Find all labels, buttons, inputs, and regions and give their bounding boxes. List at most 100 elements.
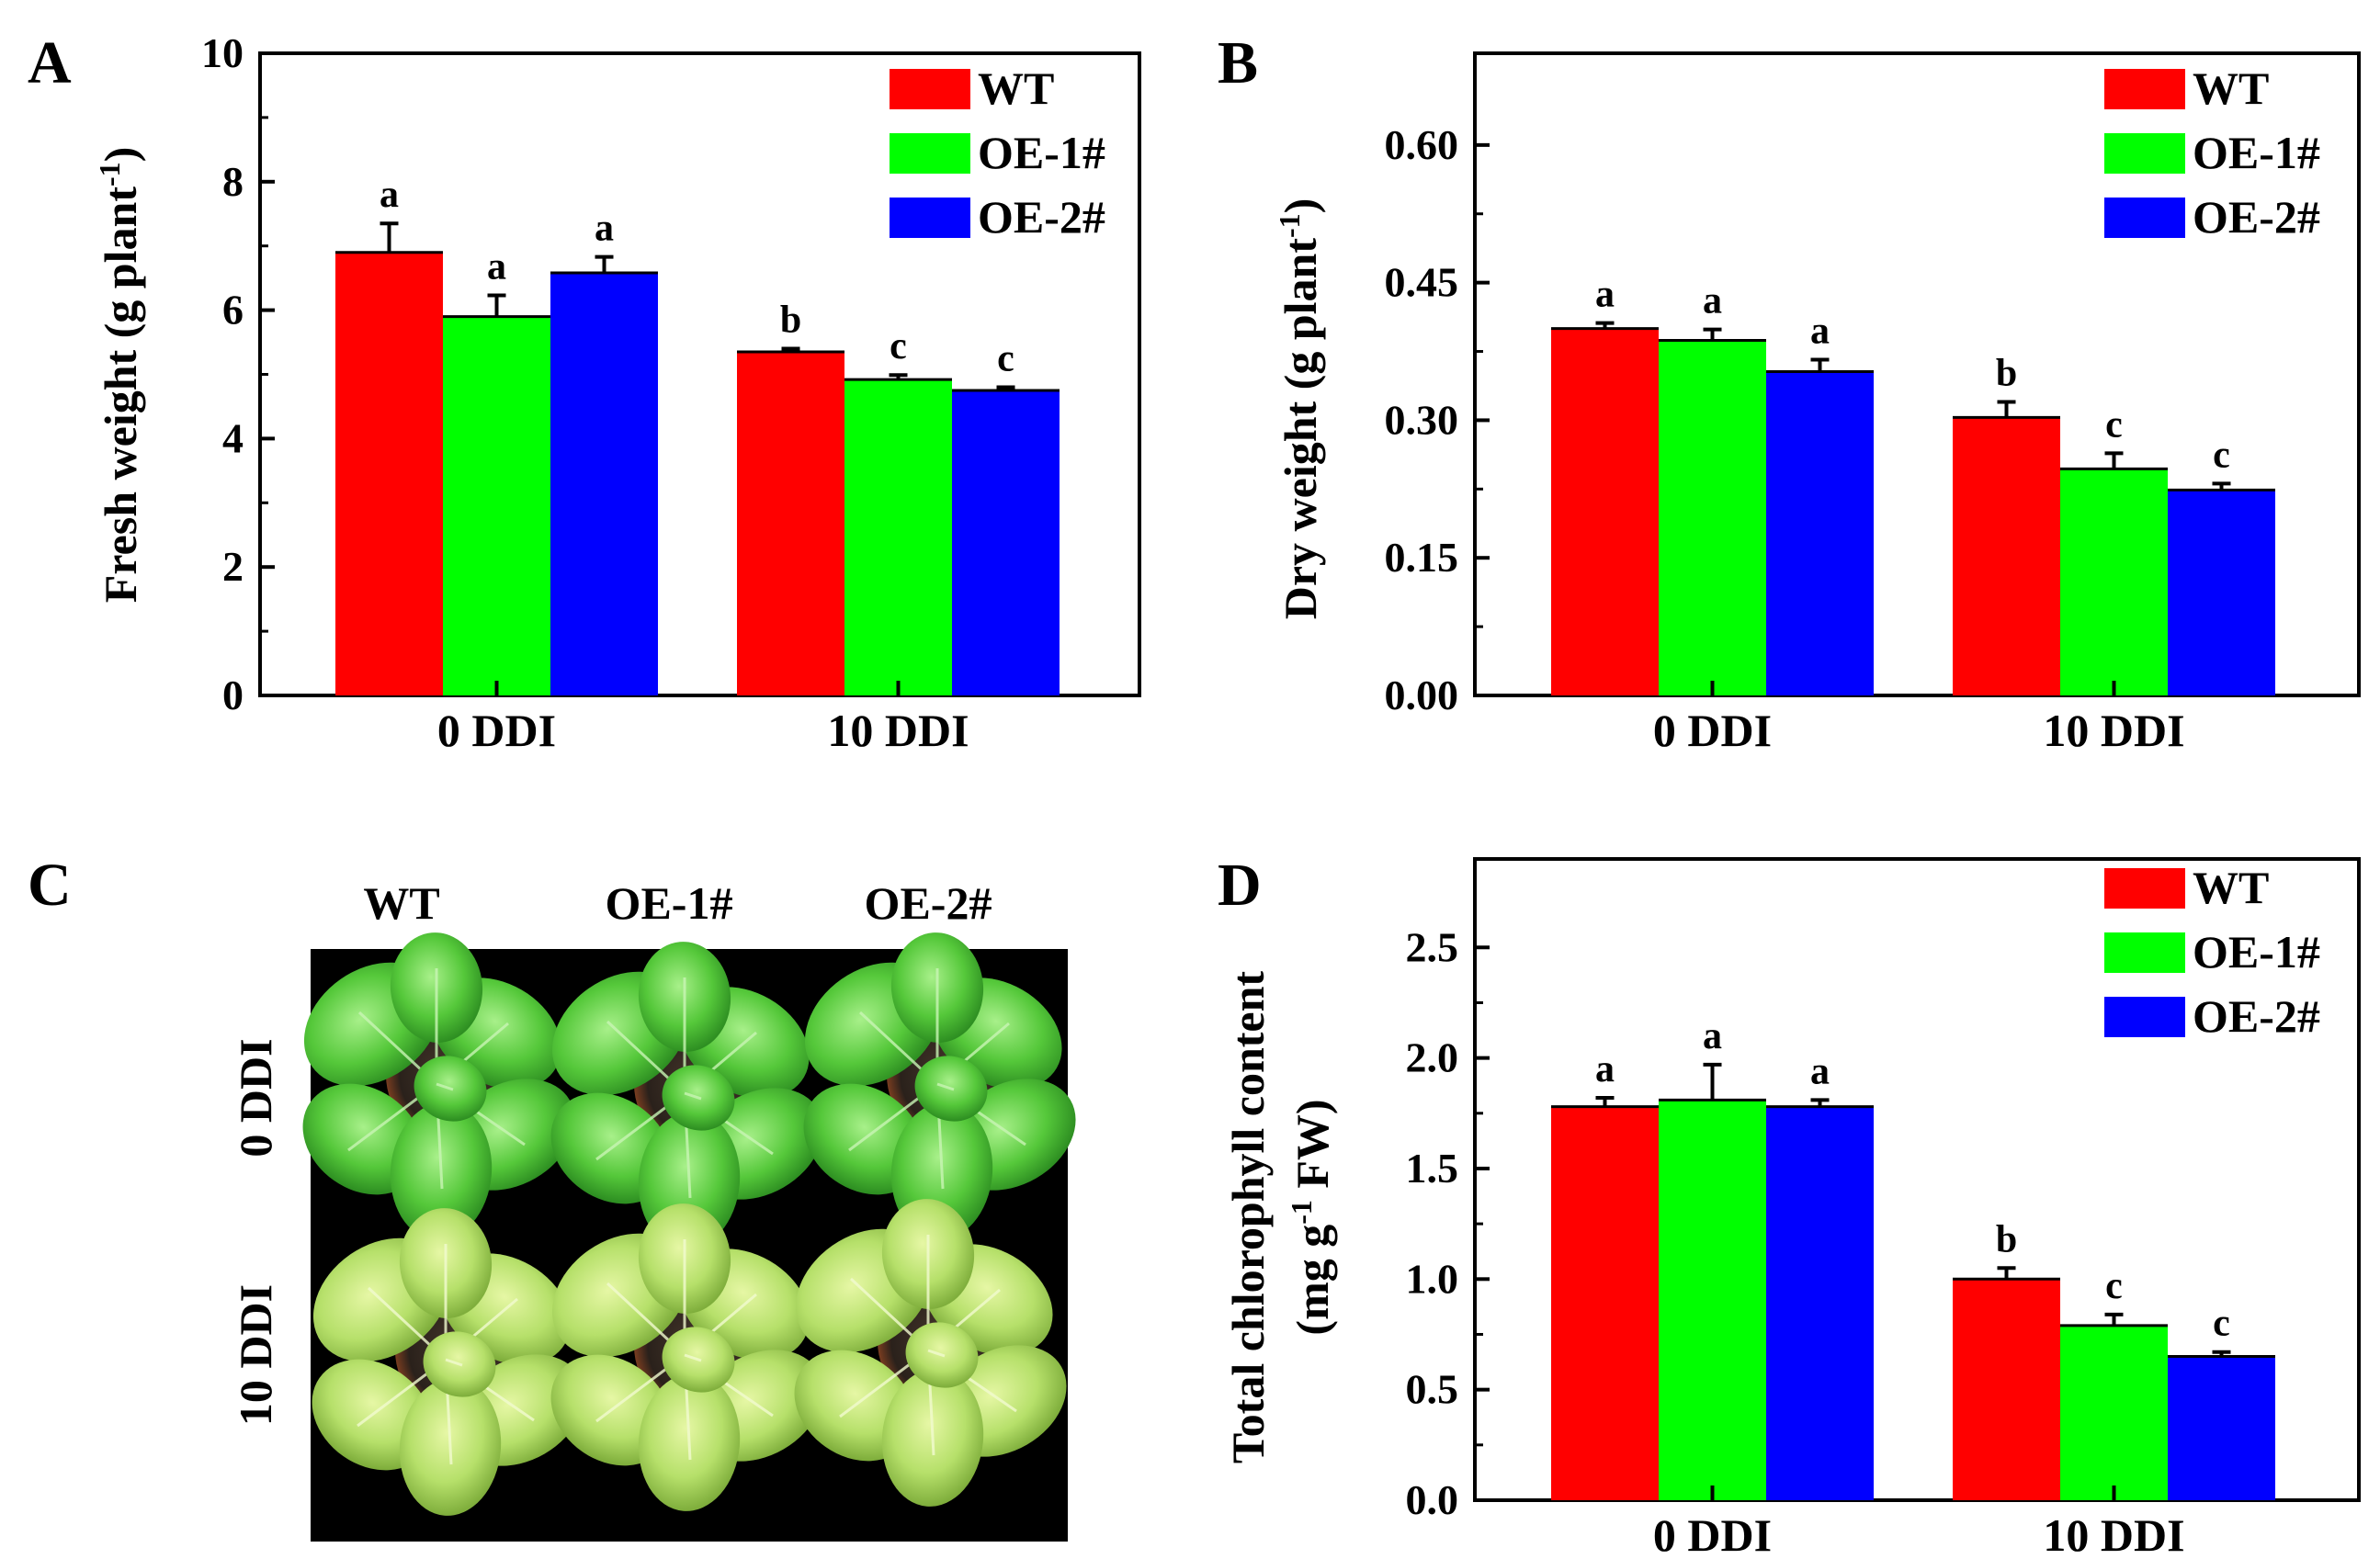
leaf-vein: [436, 1082, 454, 1091]
y-tick-label: 2: [222, 543, 244, 590]
leaf-vein: [684, 1353, 702, 1362]
bar-wt-0: [1551, 328, 1659, 695]
y-tick-label: 10: [201, 29, 244, 76]
bar-oe-1-1: [844, 379, 952, 695]
plot-area-b: 0.00 0.15 0.30 0.45 0.60 a a a 0 DDI b c c 10 DDI WT O…: [1385, 51, 2361, 756]
plot-frame: [1473, 51, 2361, 697]
legend-swatch-oe-1: [2104, 932, 2185, 973]
plant-wt-10ddi: [312, 1208, 584, 1516]
significance-letter: c: [997, 337, 1014, 379]
panel-letter-b: B: [1218, 29, 1258, 96]
bar-oe-2-1: [2168, 1356, 2275, 1500]
y-axis-label-b: Dry weight (g plant-1): [1273, 198, 1326, 620]
photo-column-label-oe2: OE-2#: [865, 877, 992, 929]
significance-letter: a: [1703, 1015, 1722, 1057]
y-tick-label: 4: [222, 414, 244, 461]
significance-letter: c: [2105, 403, 2123, 446]
bar-oe-1-1: [2060, 469, 2168, 695]
significance-letter: a: [487, 246, 506, 288]
y-tick-label: 0.60: [1385, 121, 1459, 168]
bar-oe-1-0: [1659, 340, 1766, 695]
legend-label: WT: [2193, 62, 2269, 114]
panel-a: A 0 2 4 6 8 10 a a a 0 DDI b c c 10 DDI WT OE-1# OE-2# F…: [28, 29, 1141, 756]
y-tick-label: 8: [222, 158, 244, 205]
y-tick-label: 2.5: [1406, 923, 1459, 970]
bar-oe-2-0: [1766, 1106, 1874, 1500]
panel-letter-a: A: [28, 29, 72, 96]
y-tick-label: 0: [222, 672, 244, 718]
y-axis-label-a: Fresh weight (g plant-1): [93, 147, 146, 604]
y-tick-label: 0.30: [1385, 396, 1459, 443]
plant-oe1-0ddi: [550, 942, 823, 1249]
significance-letter: a: [1595, 274, 1615, 316]
legend-label: OE-2#: [2193, 990, 2320, 1042]
plant-oe2-0ddi: [803, 932, 1076, 1240]
legend-swatch-wt: [2104, 868, 2185, 909]
y-tick-label: 0.45: [1385, 259, 1459, 306]
significance-letter: b: [780, 299, 801, 342]
significance-letter: a: [595, 208, 614, 250]
legend-swatch-oe-2: [2104, 997, 2185, 1037]
significance-letter: b: [1996, 1218, 2017, 1260]
bar-wt-1: [1953, 417, 2060, 695]
photo-column-label-oe1: OE-1#: [606, 877, 733, 929]
bar-wt-1: [1953, 1279, 2060, 1500]
plant-oe2-10ddi: [794, 1199, 1067, 1507]
y-axis-label-d-line2: (mg g-1 FW): [1285, 1099, 1338, 1335]
bar-wt-0: [1551, 1106, 1659, 1500]
photo-row-label-0ddi: 0 DDI: [230, 1038, 281, 1157]
plant-oe1-10ddi: [550, 1203, 823, 1511]
leaf-vein: [684, 1091, 702, 1101]
significance-letter: a: [1595, 1048, 1615, 1090]
significance-letter: c: [2213, 1303, 2230, 1345]
bar-wt-0: [335, 252, 443, 695]
leaf-vein: [936, 1082, 955, 1091]
x-category-label: 10 DDI: [827, 705, 969, 756]
y-tick-label: 0.00: [1385, 672, 1459, 718]
legend-swatch-oe-2: [2104, 198, 2185, 238]
plant-wt-0ddi: [302, 932, 575, 1240]
plant-photo: [302, 932, 1076, 1516]
significance-letter: a: [1810, 311, 1830, 353]
legend-label: WT: [978, 62, 1054, 114]
y-tick-label: 6: [222, 287, 244, 333]
bar-oe-2-1: [2168, 490, 2275, 695]
panel-c-photo: C WT OE-1# OE-2# 0 DDI 10 DDI: [28, 852, 1076, 1542]
legend-label: OE-2#: [2193, 191, 2320, 243]
legend-label: OE-1#: [2193, 127, 2320, 178]
x-category-label: 0 DDI: [1653, 705, 1772, 756]
legend-label: OE-1#: [978, 127, 1105, 178]
bar-oe-1-0: [443, 316, 550, 695]
x-category-label: 0 DDI: [1653, 1509, 1772, 1559]
y-tick-label: 1.5: [1406, 1145, 1459, 1192]
y-tick-label: 0.5: [1406, 1366, 1459, 1413]
y-tick-label: 1.0: [1406, 1255, 1459, 1302]
significance-letter: c: [890, 325, 907, 367]
significance-letter: a: [1703, 280, 1722, 322]
legend-label: OE-1#: [2193, 926, 2320, 977]
panel-letter-c: C: [28, 852, 72, 919]
panel-b: B 0.00 0.15 0.30 0.45 0.60 a a a 0 DDI b c c 10 DDI W…: [1218, 29, 2361, 756]
plot-area-d: 0.0 0.5 1.0 1.5 2.0 2.5 a a a 0 DDI b c c 10 DDI WT OE-…: [1406, 857, 2361, 1559]
bar-oe-1-0: [1659, 1100, 1766, 1500]
legend-swatch-oe-2: [890, 198, 970, 238]
bar-oe-2-1: [952, 390, 1060, 695]
y-tick-label: 2.0: [1406, 1034, 1459, 1081]
leaf-vein: [445, 1358, 463, 1367]
panel-d: D 0.0 0.5 1.0 1.5 2.0 2.5 a a a 0 DDI b c c 10 DDI WT O…: [1218, 852, 2361, 1559]
legend-swatch-oe-1: [890, 133, 970, 174]
legend-label: OE-2#: [978, 191, 1105, 243]
significance-letter: a: [380, 174, 399, 216]
x-category-label: 10 DDI: [2043, 1509, 2184, 1559]
leaf-vein: [927, 1349, 946, 1358]
x-category-label: 10 DDI: [2043, 705, 2184, 756]
bar-wt-1: [737, 352, 844, 695]
photo-column-label-wt: WT: [363, 877, 439, 929]
significance-letter: a: [1810, 1050, 1830, 1092]
legend-swatch-wt: [890, 69, 970, 109]
x-category-label: 0 DDI: [437, 705, 556, 756]
plot-frame: [1473, 857, 2361, 1502]
y-tick-label: 0.0: [1406, 1476, 1459, 1523]
significance-letter: c: [2105, 1265, 2123, 1307]
